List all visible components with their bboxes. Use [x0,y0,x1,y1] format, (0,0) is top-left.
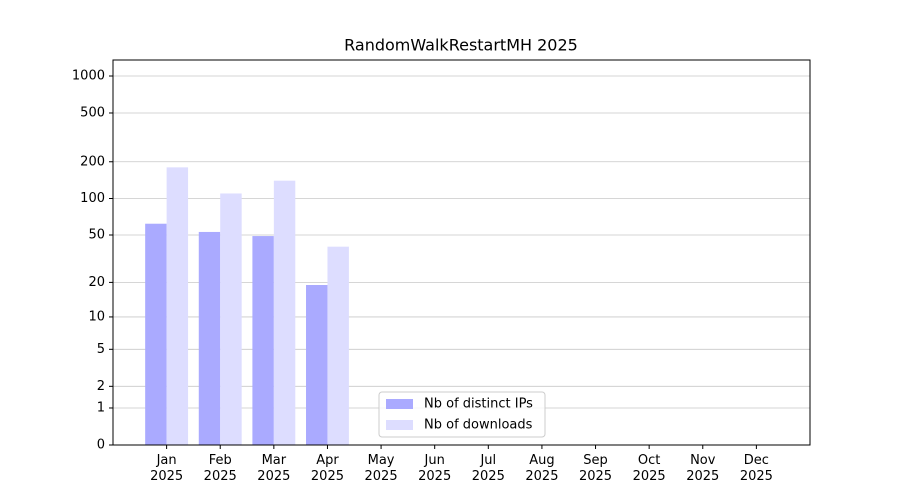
x-tick-label: Aug 2025 [525,453,559,484]
bar [198,231,221,445]
x-tick-label: Sep 2025 [578,453,613,484]
y-tick-label: 1 [97,400,105,415]
y-tick-label: 2 [97,379,105,394]
y-tick-label: 20 [88,275,105,290]
legend-swatch [386,399,413,409]
y-tick-label: 1000 [72,69,105,84]
y-tick-label: 500 [80,105,105,120]
x-tick-label: May 2025 [364,453,398,484]
bar [273,180,296,445]
x-tick-label: Oct 2025 [632,453,666,484]
y-tick-label: 10 [88,309,105,324]
chart-title: RandomWalkRestartMH 2025 [344,36,578,55]
bar [220,193,242,445]
x-tick-label: Mar 2025 [257,453,291,484]
axes-frame [112,59,811,446]
x-tick-label: Jun 2025 [418,453,452,484]
legend-box [378,391,546,438]
y-tick-label: 100 [80,191,105,206]
y-tick-label: 0 [97,438,105,453]
bar [327,246,349,445]
y-tick-label: 5 [97,342,105,357]
bar [306,285,328,445]
x-tick-label: Jul 2025 [471,453,505,484]
x-tick-label: Dec 2025 [739,453,773,484]
x-tick-label: Feb 2025 [203,453,237,484]
bar [166,167,189,446]
legend-label: Nb of distinct IPs [424,397,533,412]
x-tick-label: Apr 2025 [310,453,344,484]
y-tick-label: 200 [80,154,105,169]
bar [145,223,167,445]
bar [252,236,274,445]
x-tick-label: Nov 2025 [686,453,720,484]
y-tick-label: 50 [88,228,105,243]
x-tick-label: Jan 2025 [150,453,184,484]
legend-swatch [386,420,413,430]
legend-label: Nb of downloads [424,418,533,433]
